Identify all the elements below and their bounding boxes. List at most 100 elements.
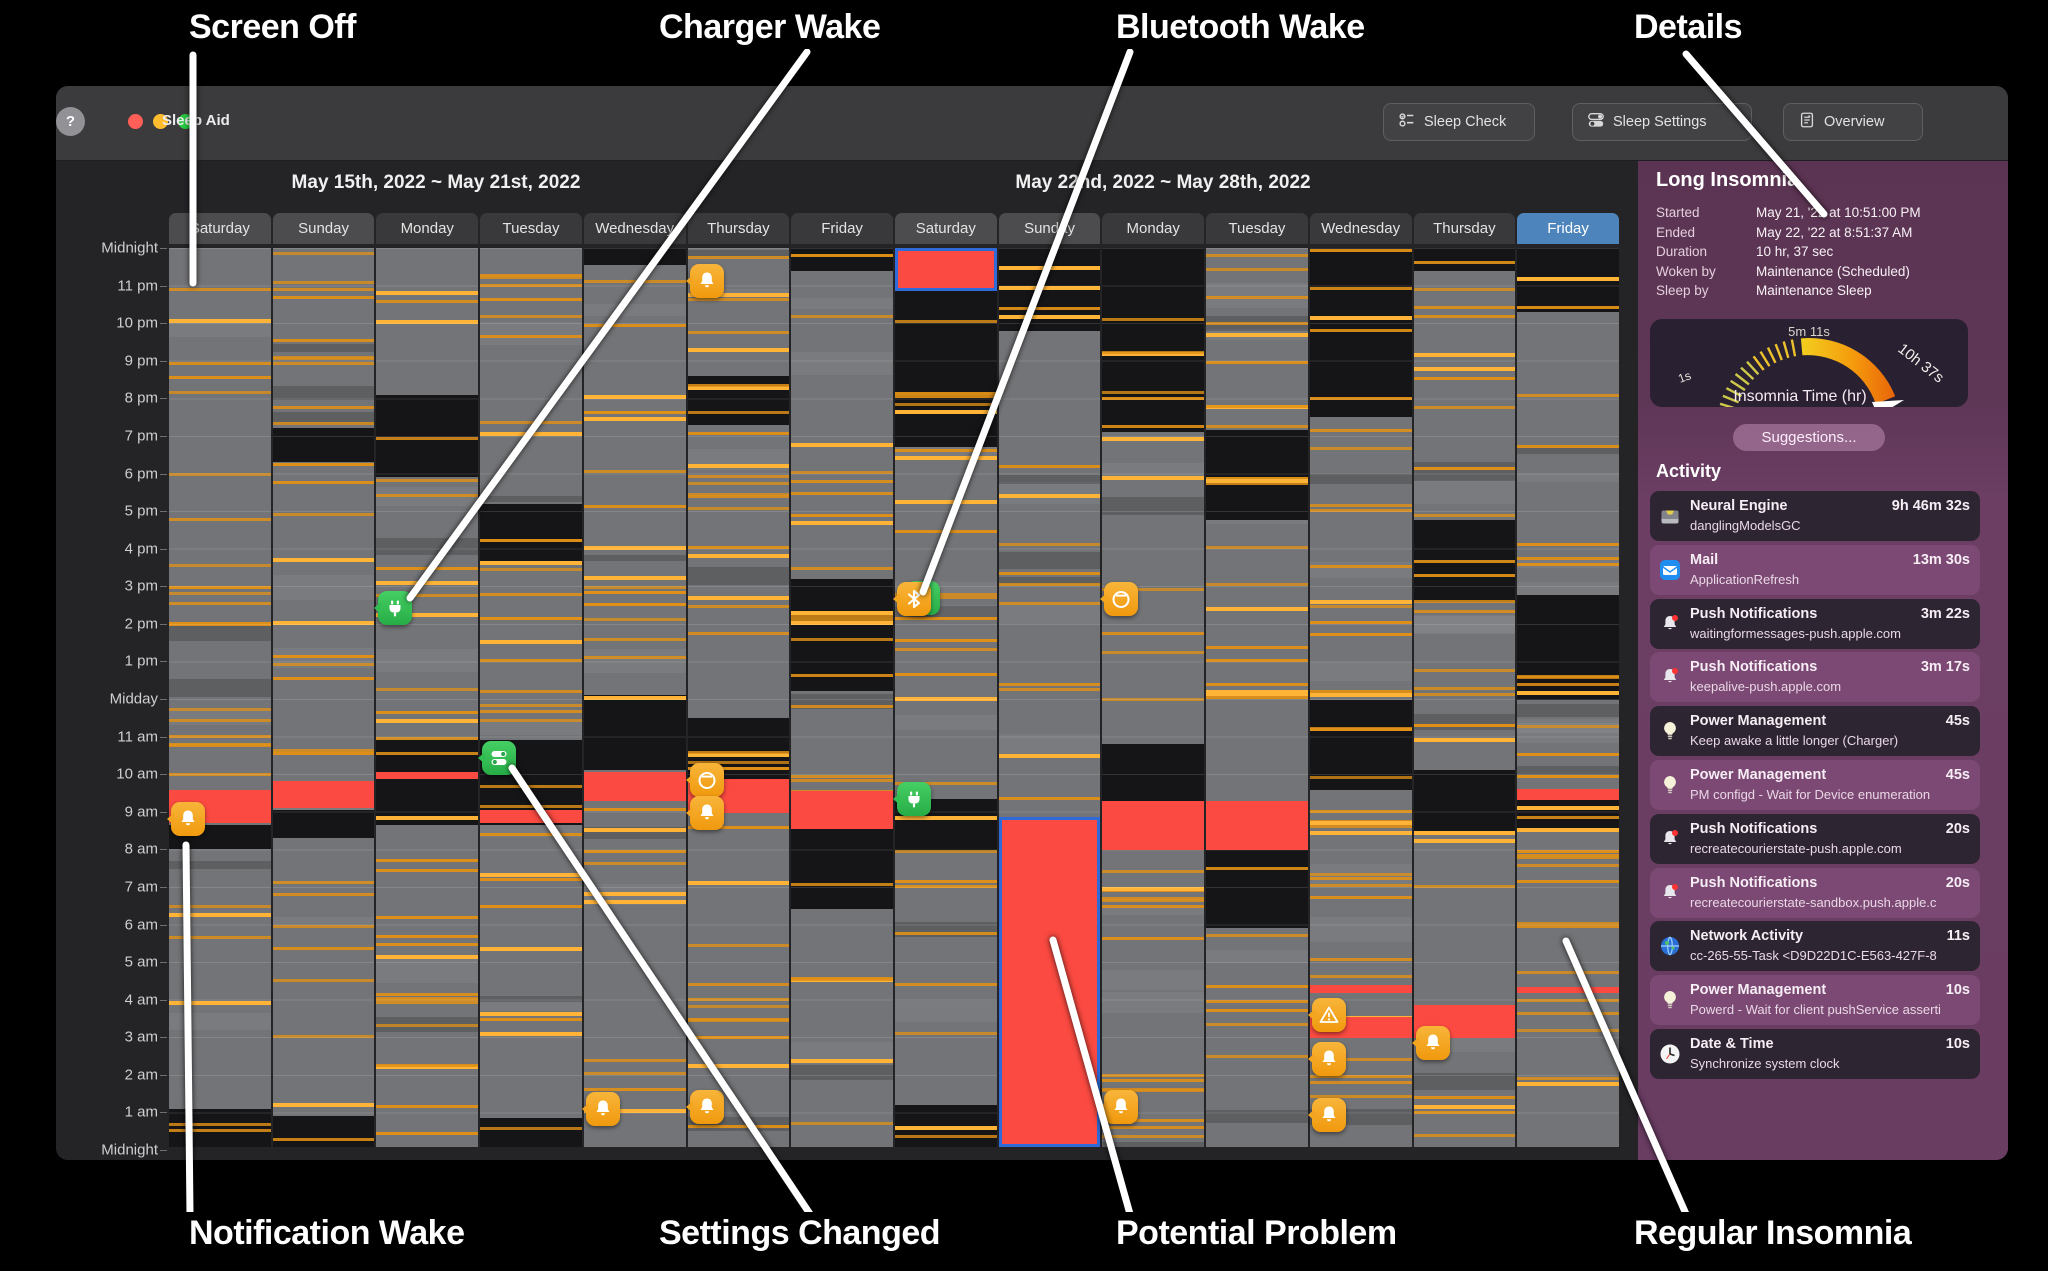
day-column-2[interactable] <box>272 247 375 1147</box>
day-column-8[interactable] <box>894 247 997 1147</box>
activity-duration: 3m 17s <box>1920 659 1970 676</box>
hour-tick <box>160 811 167 813</box>
day-column-5[interactable] <box>583 247 686 1147</box>
bell-icon[interactable] <box>685 795 724 830</box>
wake-stripe <box>1206 695 1308 699</box>
tab-saturday-1[interactable]: Saturday <box>169 213 271 244</box>
bell-icon[interactable] <box>167 801 205 836</box>
insomnia-block[interactable] <box>272 781 375 808</box>
wake-stripe <box>894 1126 997 1131</box>
insomnia-block[interactable] <box>791 791 893 830</box>
insomnia-block[interactable] <box>1517 987 1619 994</box>
insomnia-block[interactable] <box>480 810 582 823</box>
tab-sunday-1[interactable]: Sunday <box>272 213 375 244</box>
tab-friday-2[interactable]: Friday <box>1517 213 1619 244</box>
wake-stripe <box>791 470 893 474</box>
tab-friday-1[interactable]: Friday <box>791 213 893 244</box>
hour-tick <box>160 1112 167 1114</box>
activity-row[interactable]: Push Notifications recreatecourierstate-s… <box>1650 867 1980 918</box>
wake-stripe <box>376 687 479 691</box>
activity-row[interactable]: Power Management Powerd - Wait for client… <box>1650 975 1980 1026</box>
tab-thursday-2[interactable]: Thursday <box>1413 213 1516 244</box>
settings-icon[interactable] <box>478 741 517 776</box>
bell-icon[interactable] <box>1411 1025 1450 1060</box>
insomnia-block[interactable] <box>1206 801 1308 851</box>
activity-row[interactable]: Neural Engine danglingModelsGC 9h 46m 32s <box>1650 491 1980 541</box>
bell-icon[interactable] <box>581 1091 620 1126</box>
activity-row[interactable]: Date & Time Synchronize system clock 10s <box>1650 1029 1980 1079</box>
day-column-4[interactable] <box>480 247 582 1147</box>
charger-icon[interactable] <box>892 781 931 816</box>
day-column-3[interactable] <box>376 247 479 1147</box>
day-column-6[interactable] <box>687 247 790 1147</box>
overview-button[interactable]: Overview <box>1783 103 1923 141</box>
bell-icon[interactable] <box>1100 1089 1139 1124</box>
bell-icon[interactable] <box>1307 1098 1346 1133</box>
dim-band <box>169 679 271 698</box>
day-column-10[interactable] <box>1102 247 1205 1147</box>
tab-monday-2[interactable]: Monday <box>1102 213 1205 244</box>
tab-monday-1[interactable]: Monday <box>376 213 479 244</box>
day-column-9[interactable] <box>998 247 1101 1147</box>
warning-icon[interactable] <box>1307 998 1346 1033</box>
insomnia-block[interactable] <box>1309 985 1412 994</box>
hour-gridlines <box>480 247 582 1147</box>
wake-stripe <box>791 314 893 318</box>
tab-tuesday-1[interactable]: Tuesday <box>480 213 582 244</box>
tab-wednesday-1[interactable]: Wednesday <box>583 213 686 244</box>
badge-tail <box>887 593 900 606</box>
activity-row[interactable]: Power Management PM configd - Wait for De… <box>1650 760 1980 810</box>
sleep-check-button[interactable]: Sleep Check <box>1383 103 1535 141</box>
wake-stripe <box>169 1122 271 1126</box>
sleep-settings-button[interactable]: Sleep Settings <box>1572 103 1752 141</box>
bell-icon[interactable] <box>1307 1042 1346 1077</box>
bell-icon[interactable] <box>685 264 724 299</box>
tab-thursday-1[interactable]: Thursday <box>687 213 790 244</box>
activity-row[interactable]: Push Notifications keepalive-push.apple.c… <box>1650 652 1980 703</box>
insomnia-block[interactable] <box>1102 801 1205 851</box>
help-button[interactable]: ? <box>56 107 85 136</box>
day-column-12[interactable] <box>1309 247 1412 1147</box>
activity-row[interactable]: Mail ApplicationRefresh 13m 30s <box>1650 544 1980 595</box>
tab-saturday-2[interactable]: Saturday <box>894 213 997 244</box>
activity-duration: 45s <box>1945 713 1970 730</box>
wake-stripe <box>894 1134 997 1138</box>
tab-sunday-2[interactable]: Sunday <box>998 213 1101 244</box>
day-column-11[interactable] <box>1206 247 1308 1147</box>
wake-stripe <box>272 620 375 625</box>
activity-row[interactable]: Power Management Keep awake a little long… <box>1650 706 1980 757</box>
light-band <box>1309 917 1412 942</box>
zoom-window-button[interactable] <box>178 114 193 129</box>
activity-subtitle: waitingformessages-push.apple.com <box>1690 625 1901 641</box>
annotation-charger-wake: Charger Wake <box>649 6 891 49</box>
day-column-13[interactable] <box>1413 247 1516 1147</box>
insomnia-block[interactable] <box>583 772 686 802</box>
activity-row[interactable]: Push Notifications recreatecourierstate-p… <box>1650 813 1980 864</box>
minimize-window-button[interactable] <box>153 114 168 129</box>
activity-row[interactable]: Network Activity cc-265-55-Task <D9D22D1C… <box>1650 921 1980 972</box>
tab-wednesday-2[interactable]: Wednesday <box>1309 213 1412 244</box>
wake-stripe <box>376 943 479 947</box>
suggestions-button[interactable]: Suggestions... <box>1733 424 1885 451</box>
wake-stripe <box>1517 922 1619 926</box>
wake-stripe <box>169 602 271 606</box>
charger-icon[interactable] <box>374 591 413 626</box>
bell-icon[interactable] <box>685 1089 724 1124</box>
close-window-button[interactable] <box>128 114 143 129</box>
day-column-7[interactable] <box>791 247 893 1147</box>
day-column-1[interactable] <box>169 247 271 1147</box>
stopwatch-icon[interactable] <box>685 762 724 797</box>
light-band <box>169 1012 271 1031</box>
selected-insomnia-block[interactable] <box>998 817 1101 1147</box>
stopwatch-icon[interactable] <box>1100 582 1139 617</box>
tab-tuesday-2[interactable]: Tuesday <box>1206 213 1308 244</box>
selected-insomnia-block[interactable] <box>894 248 997 292</box>
light-band <box>1413 479 1516 504</box>
bluetooth-icon[interactable] <box>892 582 931 617</box>
insomnia-block[interactable] <box>1517 789 1619 801</box>
activity-subtitle: Powerd - Wait for client pushService ass… <box>1690 1002 1941 1018</box>
activity-title: Push Notifications <box>1690 820 1818 837</box>
day-column-14[interactable] <box>1517 247 1619 1147</box>
activity-row[interactable]: Push Notifications waitingformessages-pus… <box>1650 598 1980 649</box>
insomnia-block[interactable] <box>376 771 479 780</box>
